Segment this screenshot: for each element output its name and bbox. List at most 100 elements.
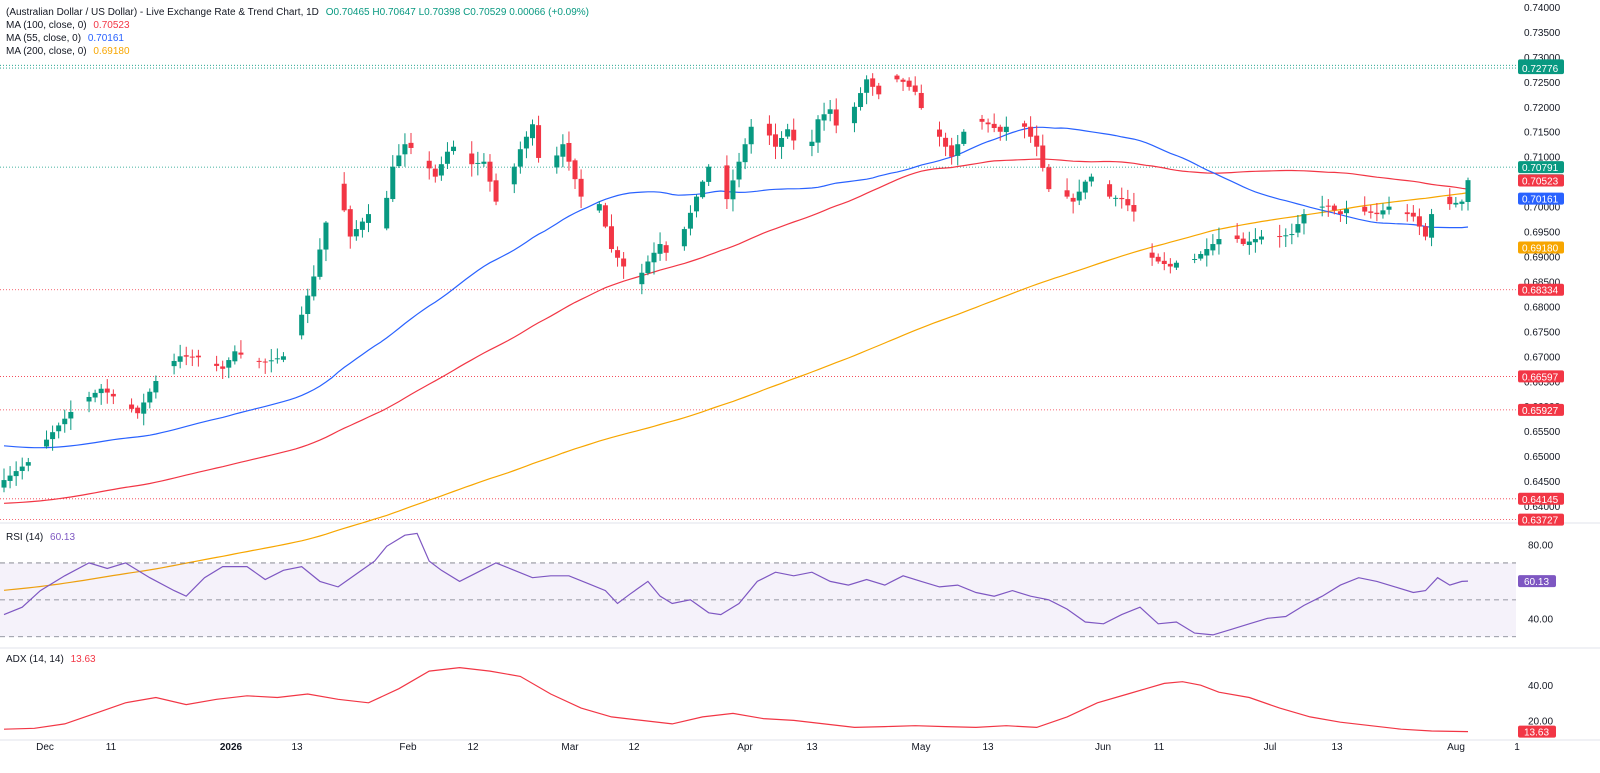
candle-body-2 [13, 471, 19, 477]
adx-value: 13.63 [70, 654, 96, 665]
candle-body-134 [815, 119, 821, 143]
candle-body-24 [147, 391, 153, 403]
candle-body-171 [1040, 145, 1046, 168]
candle-body-28 [171, 360, 177, 367]
y-tick-label-8: 0.70000 [1524, 203, 1561, 214]
candle-body-73 [444, 151, 450, 164]
ohlc-change: 0.00066 (+0.09%) [509, 7, 589, 18]
candle-body-168 [1022, 123, 1028, 127]
candle-body-207 [1258, 236, 1264, 240]
candle-body-122 [742, 144, 748, 163]
legend-ma55[interactable]: MA (55, close, 0) 0.70161 [6, 33, 124, 44]
candle-body-203 [1234, 235, 1240, 240]
candle-body-15 [92, 392, 98, 398]
candle-body-94 [572, 160, 578, 180]
candle-body-56 [341, 183, 347, 211]
y-tick-label-5: 0.71500 [1524, 128, 1561, 139]
candle-body-64 [390, 166, 396, 200]
candle-body-130 [791, 129, 797, 141]
candle-body-92 [560, 144, 566, 157]
price-tag-2-label: 0.70161 [1522, 195, 1559, 206]
legend-ma100[interactable]: MA (100, close, 0) 0.70523 [6, 20, 130, 31]
candle-body-8 [50, 432, 56, 440]
candle-body-58 [353, 229, 359, 237]
candle-body-175 [1064, 190, 1070, 197]
candle-body-192 [1167, 263, 1173, 267]
candle-body-154 [937, 129, 943, 137]
x-tick-label-2: 2026 [220, 742, 243, 753]
candle-body-140 [851, 106, 857, 124]
candle-body-170 [1034, 135, 1040, 147]
candle-body-30 [183, 355, 189, 357]
candle-body-46 [280, 356, 286, 360]
candle-body-157 [955, 144, 961, 156]
candle-body-120 [730, 180, 736, 200]
candle-body-135 [821, 114, 827, 121]
candle-body-50 [305, 295, 311, 315]
candle-body-178 [1082, 181, 1088, 193]
candle-body-147 [894, 75, 900, 80]
candle-body-241 [1465, 180, 1471, 202]
candle-body-133 [809, 141, 815, 147]
adx-value-tag-label: 13.63 [1524, 728, 1549, 739]
candle-body-137 [833, 109, 839, 126]
y-tick-label-14: 0.67000 [1524, 352, 1561, 363]
candle-body-220 [1337, 211, 1343, 215]
candle-body-127 [772, 134, 778, 147]
y-tick-label-13: 0.67500 [1524, 327, 1561, 338]
candle-body-240 [1459, 201, 1465, 204]
candle-body-21 [129, 404, 135, 409]
rsi-value: 60.13 [50, 532, 76, 543]
candle-body-44 [268, 360, 274, 362]
candle-body-197 [1198, 254, 1204, 259]
candle-body-98 [596, 204, 602, 211]
level-tag-2-label: 0.70791 [1522, 163, 1559, 174]
candle-body-123 [748, 126, 754, 145]
price-tag-3-label: 0.69180 [1522, 244, 1559, 255]
candle-body-141 [858, 93, 864, 107]
candle-body-80 [487, 161, 493, 182]
ma55-label: MA (55, close, 0) [6, 33, 82, 44]
candle-body-0 [1, 480, 7, 488]
candle-body-60 [365, 214, 371, 223]
candle-body-87 [529, 124, 535, 139]
candle-body-225 [1368, 211, 1374, 213]
candle-body-9 [56, 425, 62, 432]
candle-body-10 [62, 418, 68, 425]
level-tag-1-label: 0.72776 [1522, 64, 1559, 75]
y-tick-label-18: 0.65000 [1524, 452, 1561, 463]
legend-adx[interactable]: ADX (14, 14) 13.63 [6, 654, 96, 665]
level-tag-4-label: 0.66597 [1522, 372, 1559, 383]
candle-body-17 [104, 388, 110, 393]
candle-body-81 [493, 180, 499, 202]
candle-body-32 [195, 355, 201, 358]
x-tick-label-9: 13 [806, 742, 818, 753]
candle-body-37 [226, 360, 232, 368]
candle-body-57 [347, 209, 353, 237]
candle-body-190 [1155, 256, 1161, 262]
y-tick-label-15: 0.66500 [1524, 377, 1561, 388]
rsi-tick-label-1: 40.00 [1528, 614, 1553, 625]
candle-body-72 [438, 164, 444, 176]
candle-body-109 [663, 245, 669, 253]
level-tag-7-label: 0.63727 [1522, 516, 1559, 527]
x-tick-label-6: Mar [561, 742, 579, 753]
candle-body-4 [25, 462, 31, 466]
candle-body-196 [1192, 259, 1198, 261]
candle-body-204 [1240, 238, 1246, 245]
legend-title-row: (Australian Dollar / US Dollar) - Live E… [6, 7, 589, 18]
price-tag-1-bg [1518, 174, 1564, 187]
legend-rsi[interactable]: RSI (14) 60.13 [6, 532, 75, 543]
candle-body-231 [1404, 212, 1410, 215]
ma55-value: 0.70161 [87, 33, 124, 44]
candle-body-126 [766, 123, 772, 136]
x-tick-label-5: 12 [467, 742, 479, 753]
level-tag-5-label: 0.65927 [1522, 406, 1559, 417]
candle-body-176 [1070, 197, 1076, 202]
ma200-line [3, 192, 1469, 591]
legend-ma200[interactable]: MA (200, close, 0) 0.69180 [6, 46, 130, 57]
candle-body-136 [827, 109, 833, 114]
candle-body-177 [1076, 191, 1082, 201]
